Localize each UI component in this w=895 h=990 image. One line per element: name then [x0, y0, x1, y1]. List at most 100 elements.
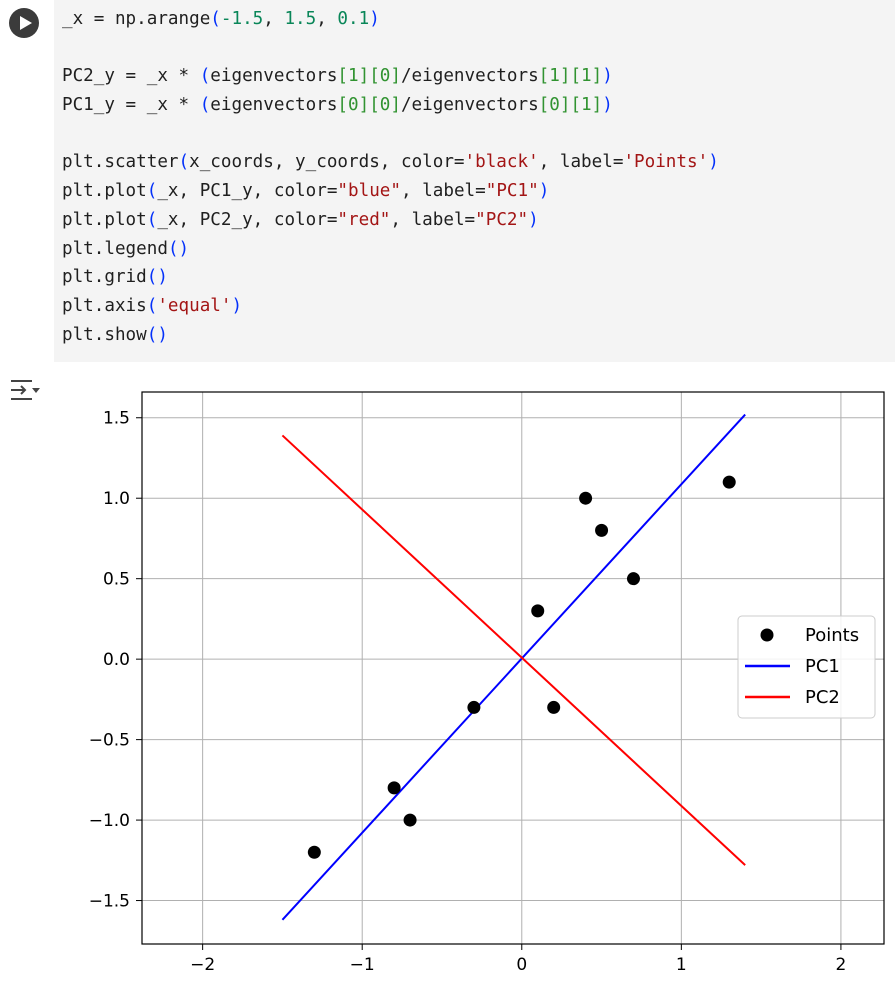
code-token: [0] — [538, 95, 571, 116]
legend-label: PC1 — [805, 656, 840, 677]
y-tick-label: 0.0 — [103, 650, 130, 670]
legend-label: Points — [805, 625, 859, 646]
code-token: "blue" — [337, 181, 401, 202]
code-token: eigenvectors — [210, 66, 338, 87]
code-line: plt.plot(_x, PC2_y, color="red", label="… — [62, 206, 719, 235]
code-token: plt.axis — [62, 295, 147, 316]
code-token: ( — [146, 209, 158, 230]
y-tick-label: 1.0 — [103, 489, 130, 509]
code-token: [0] — [369, 95, 401, 116]
y-tick-label: 0.5 — [103, 570, 130, 590]
code-line: plt.axis('equal') — [62, 292, 719, 321]
code-text[interactable]: _x = np.arange(-1.5, 1.5, 0.1) PC2_y = _… — [62, 5, 719, 349]
code-token: "PC2" — [475, 209, 529, 230]
scatter-point — [547, 700, 561, 714]
code-token: plt.grid — [62, 267, 147, 288]
code-token: , — [263, 9, 285, 29]
code-token: , — [316, 9, 338, 29]
code-token: ( — [146, 295, 158, 316]
code-token: plt.plot — [62, 181, 147, 202]
code-token: /eigenvectors — [400, 66, 539, 87]
scatter-point — [722, 475, 736, 489]
code-token: () — [146, 324, 168, 345]
code-token: -1.5 — [220, 9, 264, 29]
play-icon — [20, 16, 32, 30]
code-token: x_coords, y_coords, color= — [189, 152, 465, 173]
y-tick-label: −1.5 — [89, 892, 130, 912]
scatter-point — [387, 781, 401, 795]
code-line: plt.plot(_x, PC1_y, color="blue", label=… — [62, 177, 719, 206]
output-plot: −2 −1 0 1 2 1.5 1.0 0.5 0.0 −0.5 −1.0 −1.5 Points PC1… — [0, 362, 895, 986]
scatter-point — [307, 845, 321, 859]
code-token: , label= — [390, 209, 476, 230]
code-line: PC2_y = _x * (eigenvectors[1][0]/eigenve… — [62, 62, 719, 91]
x-tick-label: 1 — [676, 955, 687, 975]
legend-marker-points — [760, 628, 774, 642]
axes-frame — [141, 391, 885, 945]
code-line: plt.grid() — [62, 263, 719, 292]
code-token: PC1_y = _x * — [62, 95, 200, 116]
code-token: eigenvectors — [210, 95, 338, 116]
code-token: [1] — [570, 66, 603, 87]
series-line-pc2 — [281, 434, 746, 866]
code-token: 'black' — [464, 152, 539, 173]
scatter-point — [403, 813, 417, 827]
code-cell[interactable]: _x = np.arange(-1.5, 1.5, 0.1) PC2_y = _… — [0, 0, 895, 362]
code-token: "PC1" — [485, 181, 539, 202]
code-token: _x, PC1_y, color= — [157, 181, 338, 202]
code-token: [0] — [369, 66, 401, 87]
x-tick-label: −1 — [350, 955, 375, 975]
code-token: _x, PC2_y, color= — [157, 209, 338, 230]
code-token: _x = np.arange — [62, 9, 211, 29]
code-line — [62, 34, 719, 63]
code-token: 'equal' — [157, 295, 232, 316]
code-token: () — [167, 238, 190, 259]
x-tick-label: 0 — [516, 955, 527, 975]
code-token: plt.scatter — [62, 152, 179, 173]
code-line: _x = np.arange(-1.5, 1.5, 0.1) — [62, 5, 719, 34]
code-line: plt.scatter(x_coords, y_coords, color='b… — [62, 148, 719, 177]
code-token: 'Points' — [623, 152, 709, 173]
code-token: ( — [146, 181, 158, 202]
code-token: plt.plot — [62, 209, 147, 230]
code-token: , label= — [400, 181, 486, 202]
scatter-point — [579, 491, 593, 505]
code-token: ) — [369, 9, 380, 29]
y-tick-label: −1.0 — [89, 811, 130, 831]
run-cell-button[interactable] — [9, 8, 39, 38]
code-token: 1.5 — [284, 9, 317, 29]
code-token: [1] — [538, 66, 571, 87]
pca-scatter-chart: −2 −1 0 1 2 1.5 1.0 0.5 0.0 −0.5 −1.0 −1.5 Points PC1… — [89, 391, 885, 975]
output-collapse-icon — [11, 380, 40, 400]
code-token: ) — [602, 66, 613, 87]
x-tick-label: −2 — [190, 955, 215, 975]
code-token: [1] — [337, 66, 370, 87]
code-token: "red" — [337, 209, 391, 230]
scatter-point — [467, 700, 481, 714]
legend-box — [737, 615, 876, 719]
scatter-point — [626, 572, 640, 586]
code-line: PC1_y = _x * (eigenvectors[0][0]/eigenve… — [62, 91, 719, 120]
legend-label: PC2 — [805, 687, 840, 708]
code-token: [1] — [570, 95, 603, 116]
output-toggle-button[interactable] — [8, 376, 42, 404]
scatter-point — [531, 604, 545, 618]
code-token: ( — [199, 95, 211, 116]
code-token: ( — [210, 9, 221, 29]
code-line — [62, 120, 719, 149]
code-editor[interactable] — [54, 0, 895, 362]
code-token: ) — [602, 95, 613, 116]
code-token: [0] — [337, 95, 370, 116]
code-token: plt.show — [62, 324, 147, 345]
y-tick-label: −0.5 — [89, 731, 130, 751]
code-token: ) — [708, 152, 719, 173]
x-tick-label: 2 — [836, 955, 847, 975]
code-token: /eigenvectors — [400, 95, 539, 116]
scatter-point — [595, 523, 609, 537]
code-line: plt.show() — [62, 321, 719, 350]
code-line: plt.legend() — [62, 235, 719, 264]
code-token: PC2_y = _x * — [62, 66, 200, 87]
code-token: ) — [528, 209, 539, 230]
code-token: , label= — [538, 152, 624, 173]
y-tick-label: 1.5 — [103, 409, 130, 429]
